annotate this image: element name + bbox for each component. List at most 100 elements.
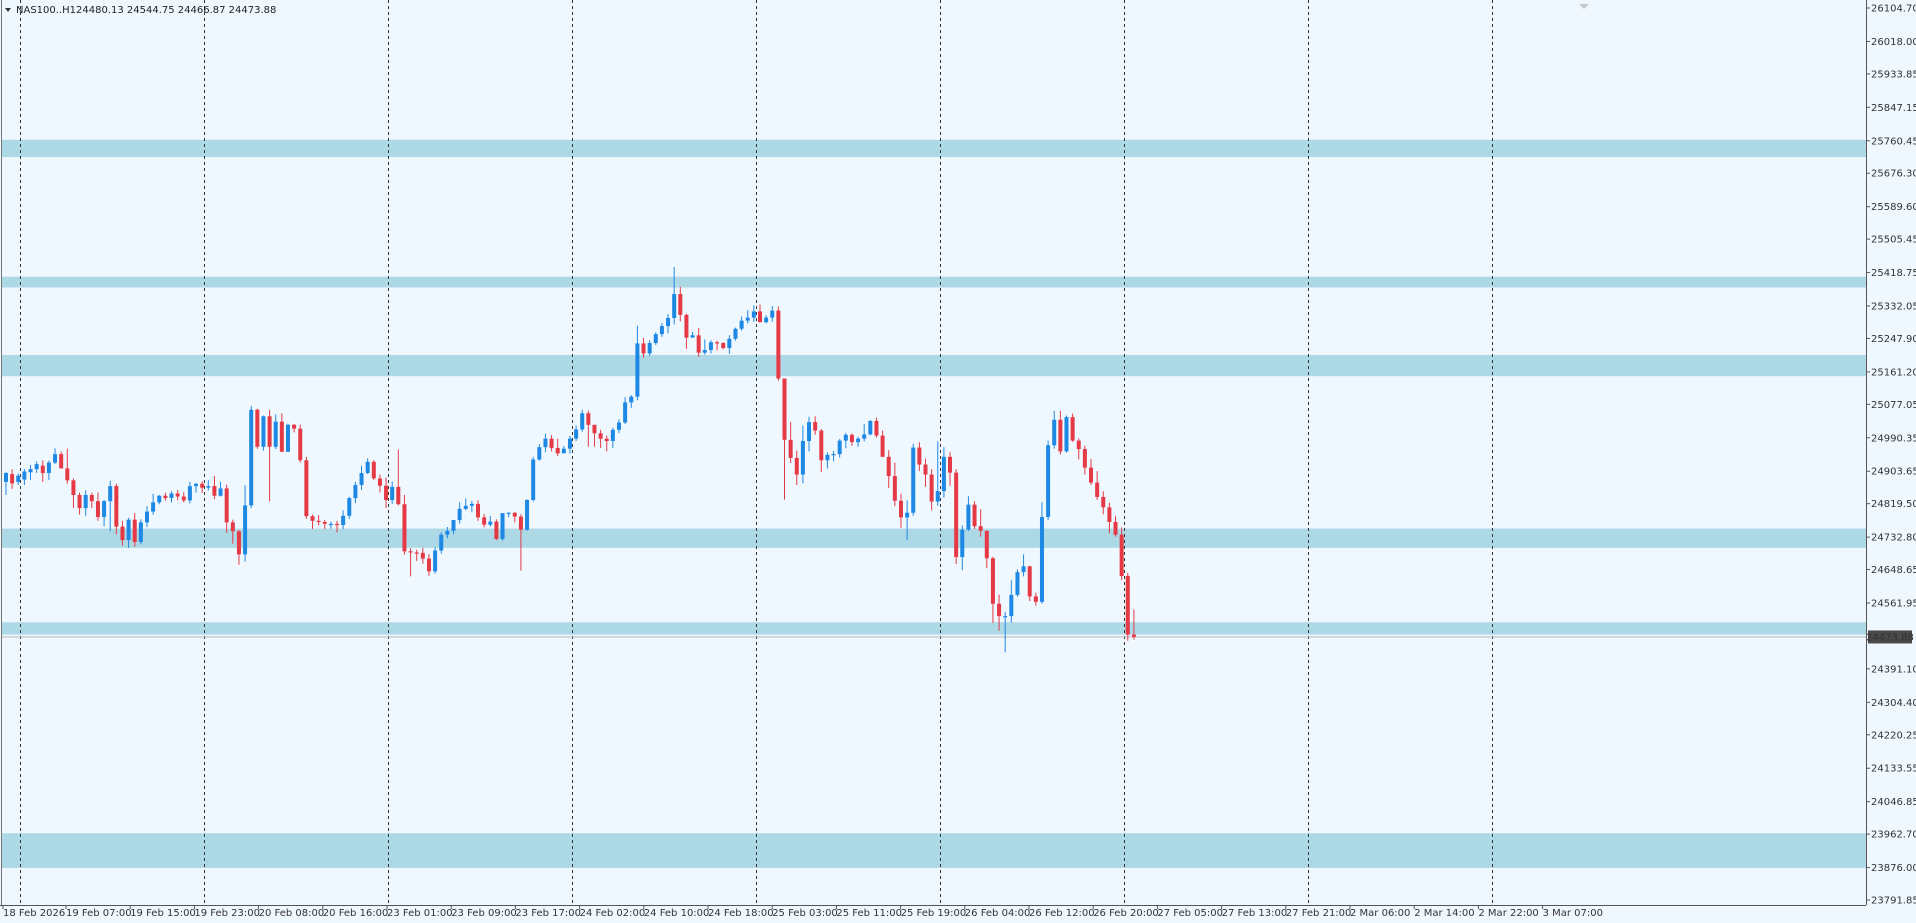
symbol-title: NAS100..H1 <box>16 5 76 16</box>
candle-body <box>733 328 738 339</box>
candle-body <box>89 494 94 502</box>
candle-body <box>690 335 695 338</box>
price-tick-label: 25077.05 <box>1871 400 1916 411</box>
candle-body <box>751 311 756 318</box>
candle-body <box>1125 575 1130 635</box>
price-tick-label: 24648.65 <box>1871 565 1916 576</box>
candle-body <box>715 342 720 344</box>
candle-body <box>218 488 223 496</box>
candle-body <box>537 447 542 460</box>
candle-body <box>696 335 701 353</box>
price-tick-label: 26104.70 <box>1871 4 1916 15</box>
candle-body <box>929 474 934 502</box>
time-tick-label: 23 Feb 01:00 <box>387 908 453 919</box>
candle-body <box>77 494 82 509</box>
candle-body <box>132 519 137 543</box>
time-tick-label: 27 Feb 05:00 <box>1157 908 1223 919</box>
candle-body <box>285 424 290 452</box>
time-tick-label: 25 Feb 03:00 <box>772 908 838 919</box>
candle-body <box>1021 566 1026 573</box>
candle-body <box>439 534 444 551</box>
candle-body <box>426 558 431 572</box>
zone-band <box>2 139 1866 158</box>
candle-body <box>672 294 677 318</box>
symbol-header[interactable]: NAS100..H1 24480.13 24544.75 24466.87 24… <box>5 5 276 16</box>
candle-body <box>1101 496 1106 508</box>
candle-body <box>574 429 579 439</box>
candle-body <box>1046 445 1051 517</box>
candle-body <box>187 486 192 501</box>
time-tick-label: 20 Feb 16:00 <box>323 908 389 919</box>
price-tick-label: 24561.95 <box>1871 598 1916 609</box>
candle-body <box>34 464 39 470</box>
candle-body <box>892 476 897 501</box>
candle-body <box>984 530 989 559</box>
price-tick-label: 25676.30 <box>1871 169 1916 180</box>
chevron-down-icon[interactable] <box>5 8 11 12</box>
candle-body <box>721 343 726 349</box>
candle-body <box>230 522 235 532</box>
candle-body <box>868 420 873 435</box>
time-tick-label: 27 Feb 21:00 <box>1286 908 1352 919</box>
candle-body <box>972 504 977 527</box>
candle-body <box>59 454 64 469</box>
candle-body <box>310 516 315 521</box>
candle-body <box>598 433 603 439</box>
candle-body <box>653 334 658 344</box>
ohlc-values: 24480.13 24544.75 24466.87 24473.88 <box>76 5 276 16</box>
time-tick-label: 24 Feb 10:00 <box>644 908 710 919</box>
candle-body <box>923 464 928 475</box>
candle-body <box>163 495 168 499</box>
zone-band <box>2 528 1866 548</box>
candle-body <box>4 473 8 482</box>
candle-body <box>353 484 358 499</box>
candle-body <box>347 498 352 516</box>
candle-body <box>206 486 211 488</box>
candle-body <box>1009 594 1014 617</box>
candle-body <box>1113 521 1118 535</box>
price-tick-label: 24304.40 <box>1871 698 1916 709</box>
candle-body <box>917 447 922 465</box>
price-tick-label: 24990.35 <box>1871 433 1916 444</box>
candle-body <box>46 462 51 474</box>
candle-body <box>911 447 916 513</box>
candle-body <box>623 402 628 423</box>
candle-body <box>549 438 554 448</box>
candle-body <box>629 396 634 403</box>
price-tick-label: 24133.55 <box>1871 764 1916 775</box>
candle-body <box>702 349 707 353</box>
chart-shift-marker-icon[interactable] <box>1579 4 1589 9</box>
candle-body <box>531 459 536 501</box>
candle-body <box>371 461 376 479</box>
candle-body <box>1058 419 1063 452</box>
candle-body <box>856 438 861 443</box>
price-tick-label: 23876.00 <box>1871 863 1916 874</box>
candle-body <box>659 326 664 335</box>
time-tick-label: 2 Mar 06:00 <box>1350 908 1410 919</box>
candle-body <box>1089 467 1094 483</box>
candle-body <box>757 311 762 323</box>
candle-body <box>359 473 364 485</box>
time-tick-label: 19 Feb 23:00 <box>194 908 260 919</box>
price-tick-label: 23962.70 <box>1871 830 1916 841</box>
candle-body <box>494 521 499 539</box>
candle-body <box>978 526 983 531</box>
candle-body <box>138 522 143 543</box>
candle-body <box>95 501 100 517</box>
candle-body <box>837 440 842 455</box>
candle-body <box>831 454 836 456</box>
candle-body <box>126 519 131 541</box>
candle-body <box>236 531 241 555</box>
candle-body <box>849 434 854 443</box>
zone-band <box>2 354 1866 377</box>
candle-body <box>298 428 303 461</box>
candle-body <box>408 551 413 553</box>
zone-band <box>2 622 1866 635</box>
candle-body <box>518 516 523 530</box>
candle-body <box>886 456 891 477</box>
price-tick-label: 24819.50 <box>1871 499 1916 510</box>
candle-body <box>28 469 33 473</box>
candle-body <box>604 438 609 441</box>
candle-body <box>819 430 824 461</box>
